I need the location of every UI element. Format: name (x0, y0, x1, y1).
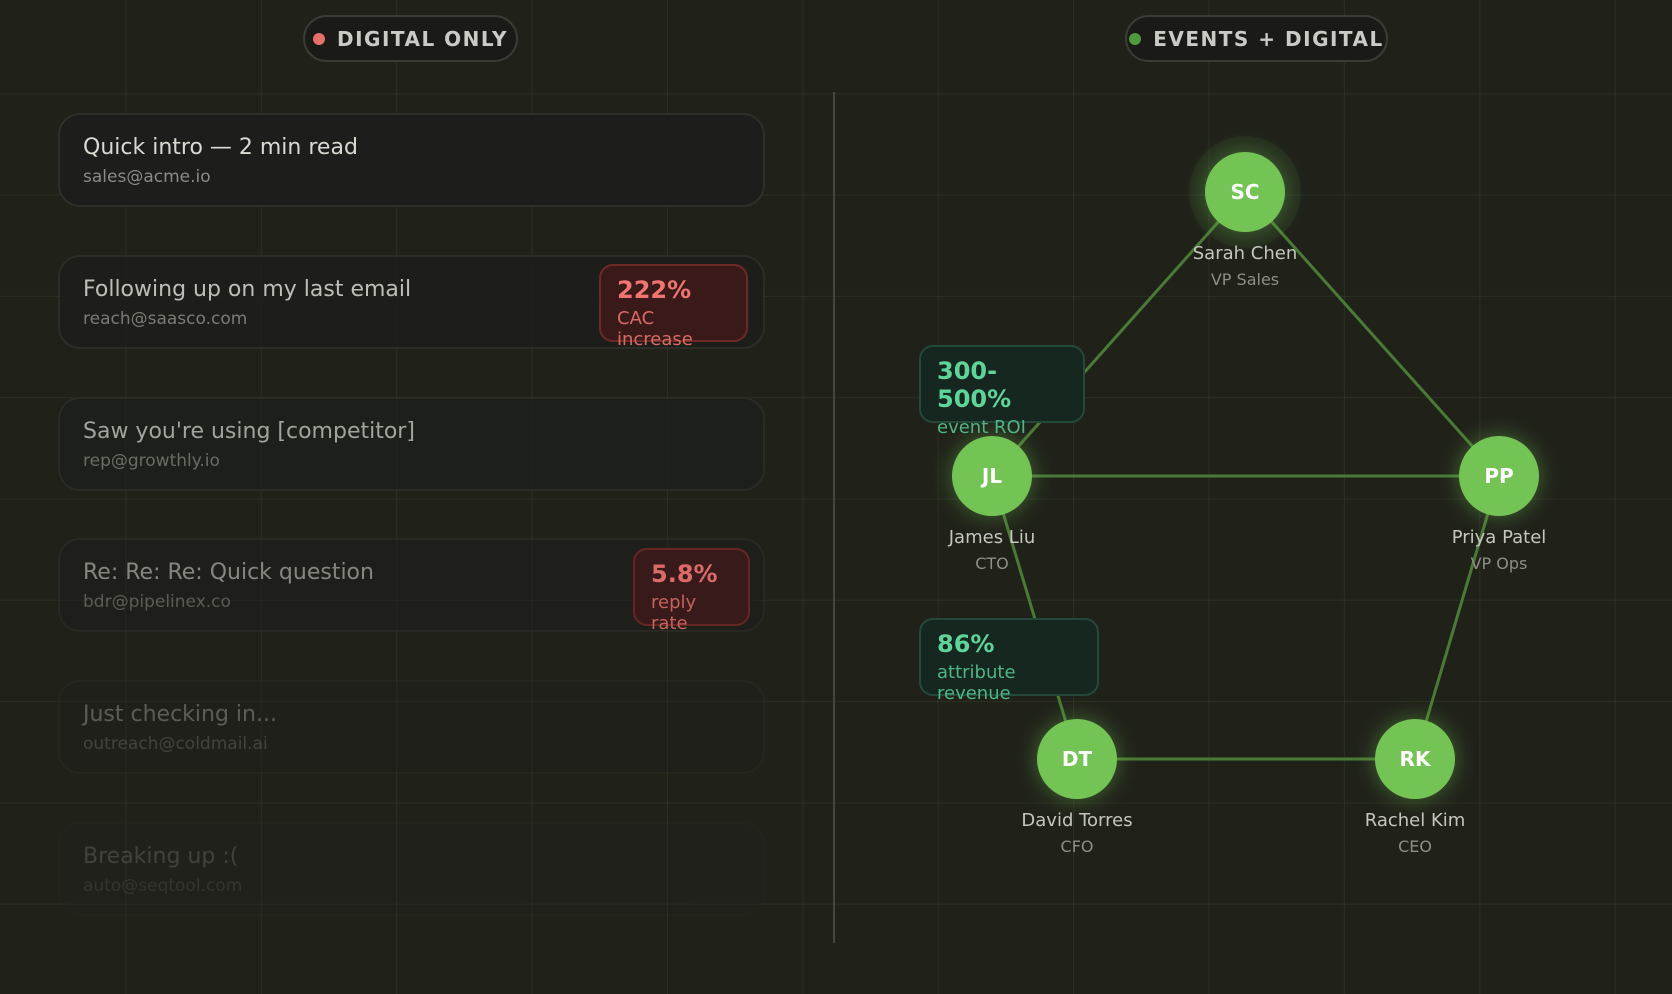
person-node: RK (1375, 719, 1455, 799)
person-name: Priya Patel (1451, 527, 1547, 548)
person-role: CTO (975, 554, 1009, 573)
email-sender: auto@seqtool.com (83, 876, 243, 896)
person-role: CEO (1398, 837, 1432, 856)
email-sender: bdr@pipelinex.co (83, 592, 231, 612)
stat-value: 5.8% (651, 560, 718, 588)
person-node: DT (1037, 719, 1117, 799)
email-card: Just checking in... outreach@coldmail.ai (58, 680, 765, 774)
email-subject: Quick intro — 2 min read (83, 135, 358, 160)
person-role: VP Ops (1470, 554, 1528, 573)
email-sender: reach@saasco.com (83, 309, 248, 329)
digital-pill: DIGITAL ONLY (303, 15, 518, 62)
person-node: JL (952, 436, 1032, 516)
stat-value: 86% (937, 630, 995, 658)
person-name: David Torres (1021, 810, 1133, 831)
email-subject: Breaking up :( (83, 844, 239, 869)
pill-label: EVENTS + DIGITAL (1153, 26, 1384, 51)
stat-label: CAC increase (617, 308, 693, 350)
email-sender: outreach@coldmail.ai (83, 734, 268, 754)
email-card: Breaking up :( auto@seqtool.com (58, 822, 765, 916)
email-sender: sales@acme.io (83, 167, 211, 187)
email-sender: rep@growthly.io (83, 451, 220, 471)
stat-label: attribute revenue (937, 662, 1016, 704)
person-node: PP (1459, 436, 1539, 516)
email-subject: Just checking in... (83, 702, 277, 727)
edge (990, 475, 1079, 760)
stat-badge: 222% CAC increase (599, 264, 748, 350)
pill-label: DIGITAL ONLY (336, 26, 509, 51)
email-card: Saw you're using [competitor] rep@growthl… (58, 397, 765, 491)
email-subject: Re: Re: Re: Quick question (83, 560, 374, 585)
person-name: Sarah Chen (1192, 243, 1298, 264)
email-card: Quick intro — 2 min read sales@acme.io (58, 113, 765, 207)
stat-label: event ROI (937, 417, 1026, 438)
edge (1413, 475, 1501, 760)
person-role: VP Sales (1210, 270, 1280, 289)
stat-value: 300-500% (937, 357, 1012, 413)
person-name: James Liu (948, 527, 1036, 548)
divider (833, 92, 835, 943)
stat-badge: 5.8% reply rate (633, 548, 750, 634)
events-pill: EVENTS + DIGITAL (1125, 15, 1388, 62)
person-role: CFO (1060, 837, 1094, 856)
person-node: SC (1205, 152, 1285, 232)
email-subject: Following up on my last email (83, 277, 412, 302)
stat-callout: 86% attribute revenue (919, 618, 1099, 704)
stat-value: 222% (617, 276, 692, 304)
person-name: Rachel Kim (1364, 810, 1466, 831)
email-subject: Saw you're using [competitor] (83, 419, 415, 444)
stat-label: reply rate (651, 592, 697, 634)
edge (1243, 191, 1501, 477)
stat-callout: 300-500% event ROI (919, 345, 1085, 438)
edge (990, 191, 1247, 477)
